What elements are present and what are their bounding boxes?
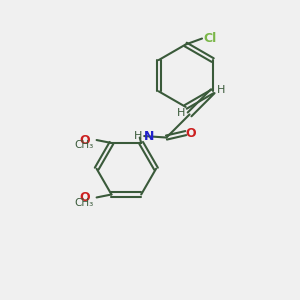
Text: H: H <box>217 85 225 95</box>
Text: H: H <box>134 131 142 141</box>
Text: Cl: Cl <box>203 32 217 45</box>
Text: O: O <box>80 134 90 146</box>
Text: CH₃: CH₃ <box>74 198 94 208</box>
Text: CH₃: CH₃ <box>74 140 94 150</box>
Text: H: H <box>177 108 185 118</box>
Text: N: N <box>144 130 154 142</box>
Text: O: O <box>80 191 90 204</box>
Text: O: O <box>186 127 196 140</box>
